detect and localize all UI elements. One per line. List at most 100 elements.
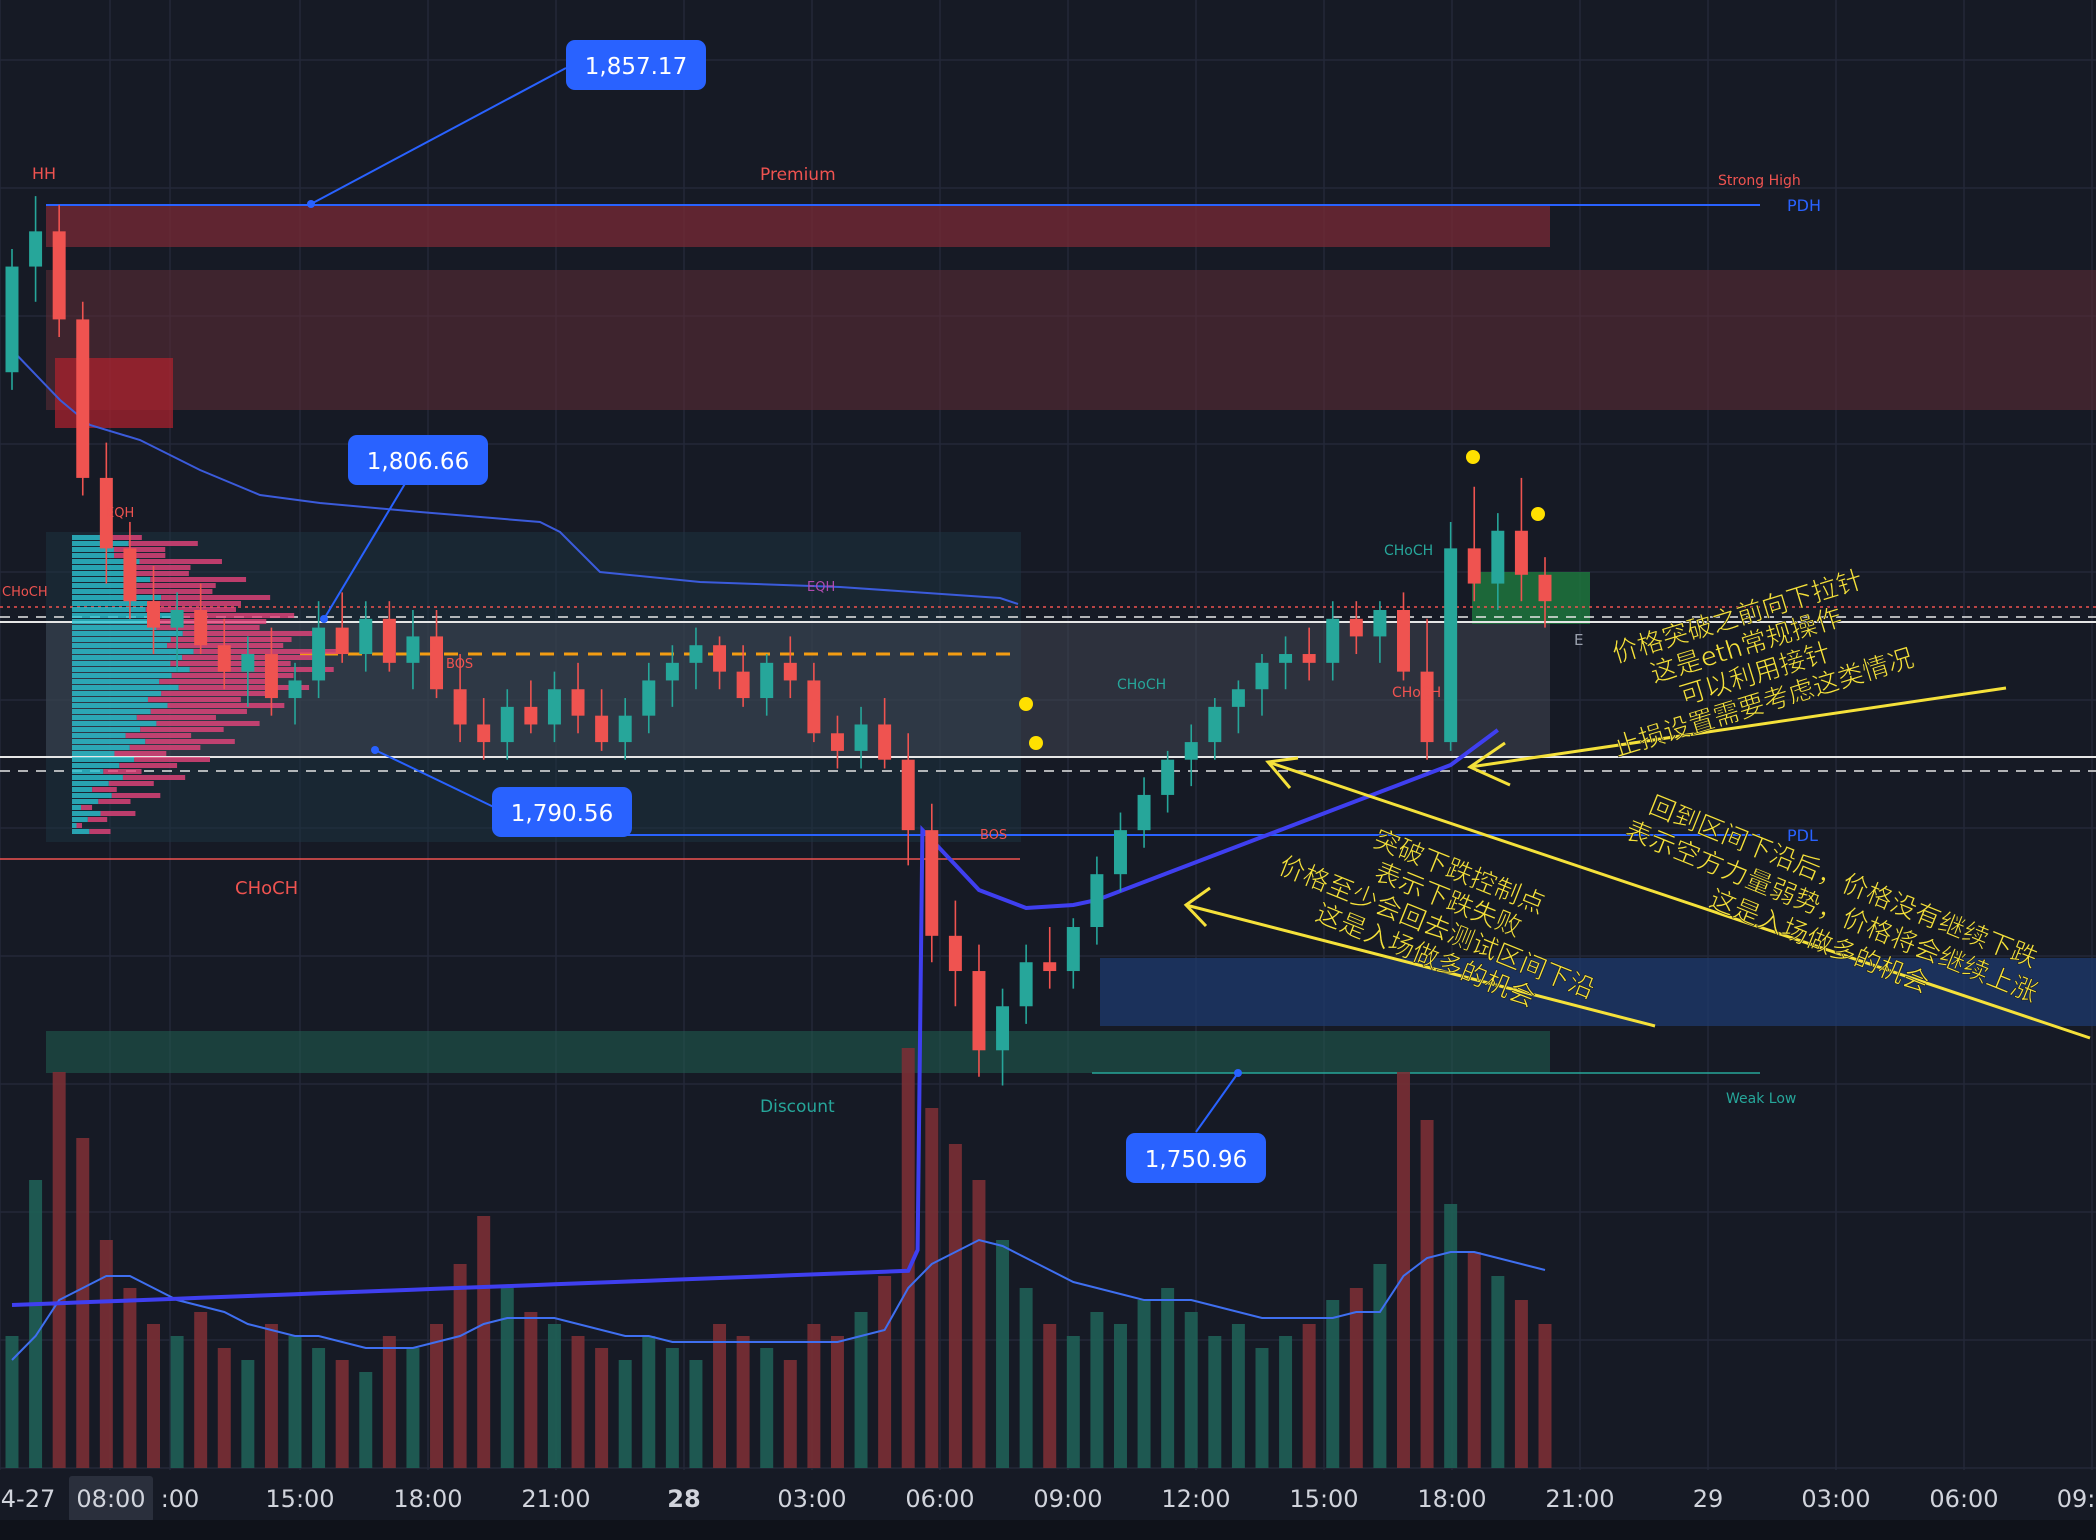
- candle-body: [713, 645, 727, 672]
- volume-ma-line: [11, 1238, 1546, 1361]
- volume-profile-bar-buy: [72, 619, 160, 624]
- price-callout-box: [1126, 1133, 1266, 1183]
- volume-profile-bar-buy: [72, 625, 157, 630]
- candle-body: [194, 610, 208, 646]
- volume-bar: [406, 1348, 420, 1468]
- candle-body: [571, 689, 585, 716]
- premium-label: Premium: [760, 165, 836, 185]
- candle-body: [500, 706, 514, 743]
- volume-bar: [1349, 1288, 1363, 1468]
- candle-body: [1420, 671, 1434, 743]
- price-callout-text: 1,790.56: [511, 801, 613, 827]
- volume-bar: [1467, 1252, 1481, 1468]
- candle-body: [854, 724, 868, 751]
- candle-body: [1066, 927, 1080, 972]
- volume-profile-bar-buy: [72, 631, 183, 636]
- volume-profile-bar-sell: [103, 769, 142, 774]
- volume-bar: [147, 1324, 160, 1468]
- candle-body: [5, 266, 19, 373]
- discount-label: Discount: [760, 1097, 835, 1117]
- price-callout-text: 1,857.17: [585, 54, 687, 80]
- arrow-head-icon: [1466, 741, 1511, 787]
- candle-body: [1161, 759, 1175, 795]
- volume-profile-bar-buy: [72, 595, 162, 600]
- price-callout-text: 1,806.66: [367, 449, 469, 475]
- volume-bar: [170, 1336, 184, 1468]
- weak-low-label: Weak Low: [1726, 1091, 1796, 1107]
- volume-bar: [382, 1336, 396, 1468]
- upper-band-line: [11, 349, 1019, 605]
- volume-profile: [72, 535, 343, 834]
- volume-profile-bar-sell: [122, 775, 186, 780]
- candle-body: [241, 654, 255, 672]
- volume-profile-bar-buy: [72, 703, 168, 708]
- callout-leader: [374, 749, 501, 811]
- volume-bar: [312, 1348, 326, 1468]
- volume-profile-bar-sell: [189, 667, 334, 672]
- volume-profile-bar-buy: [72, 817, 88, 822]
- candle-body: [642, 680, 656, 716]
- volume-profile-bar-sell: [156, 721, 260, 726]
- volume-profile-bar-sell: [150, 709, 247, 714]
- volume-profile-bar-sell: [103, 535, 142, 540]
- volume-profile-bar-buy: [72, 637, 171, 642]
- volume-profile-bar-sell: [136, 715, 216, 720]
- volume-bar: [430, 1324, 444, 1468]
- candle-body: [665, 662, 679, 681]
- volume-bar: [1397, 1072, 1410, 1468]
- volume-bar: [1090, 1312, 1104, 1468]
- bos-label: BOS: [446, 657, 473, 672]
- volume-profile-bar-buy: [72, 769, 104, 774]
- arrow-head-icon: [1265, 756, 1299, 789]
- volume-profile-bar-sell: [100, 811, 136, 816]
- structure-labels: HH Premium Strong High PDH EQH CHoCH BOS…: [2, 164, 1821, 1117]
- volume-bar: [1231, 1324, 1245, 1468]
- time-axis-label: 12:00: [1161, 1485, 1230, 1513]
- candle-body: [264, 654, 278, 699]
- choch-label-red-low: CHoCH: [235, 878, 298, 899]
- volume-profile-bar-sell: [170, 637, 292, 642]
- candle-body: [217, 645, 231, 672]
- volume-profile-bar-buy: [72, 781, 109, 786]
- volume-bar: [642, 1336, 656, 1468]
- volume-profile-bar-buy: [72, 721, 157, 726]
- volume-profile-bar-buy: [72, 673, 172, 678]
- time-axis: 4-27 08:00:00 15:00 18:00 21:00 28 03:00 06:00 0…: [1, 1476, 2095, 1522]
- volume-bar: [830, 1336, 844, 1468]
- order-block-green: [1472, 572, 1590, 624]
- candle-body: [948, 935, 962, 972]
- volume-bar: [217, 1348, 231, 1468]
- choch-label: CHoCH: [1117, 677, 1166, 693]
- volume-profile-bar-buy: [72, 811, 101, 816]
- candle-body: [1444, 548, 1458, 743]
- bos-label: BOS: [980, 828, 1007, 843]
- volume-profile-bar-buy: [72, 775, 123, 780]
- candle-body: [1279, 654, 1293, 663]
- hh-label: HH: [32, 164, 56, 183]
- volume-profile-bar-sell: [135, 589, 213, 594]
- choch-label: CHoCH: [1392, 685, 1441, 701]
- volume-bar: [1184, 1312, 1198, 1468]
- volume-bar: [665, 1348, 679, 1468]
- volume-profile-bar-buy: [72, 739, 146, 744]
- candle-body: [925, 830, 939, 936]
- volume-profile-bar-sell: [92, 787, 117, 792]
- volume-profile-bar-sell: [125, 565, 191, 570]
- price-callout-box: [566, 40, 706, 90]
- volume-profile-bar-buy: [72, 655, 183, 660]
- volume-profile-bar-sell: [161, 595, 271, 600]
- volume-profile-bar-buy: [72, 649, 194, 654]
- volume-profile-bar-buy: [72, 583, 137, 588]
- time-axis-label: 21:00: [1545, 1485, 1614, 1513]
- eqh-label: EQH: [807, 580, 835, 595]
- volume-bar: [194, 1312, 208, 1468]
- candle-body: [1467, 548, 1481, 584]
- candle-body: [453, 689, 467, 725]
- volume-bar: [359, 1372, 373, 1468]
- volume-profile-bar-sell: [159, 619, 267, 624]
- candle-body: [1514, 530, 1528, 575]
- volume-bar: [689, 1360, 703, 1468]
- time-axis-label: 03:00: [1801, 1485, 1870, 1513]
- arrow-line: [1185, 903, 1656, 1028]
